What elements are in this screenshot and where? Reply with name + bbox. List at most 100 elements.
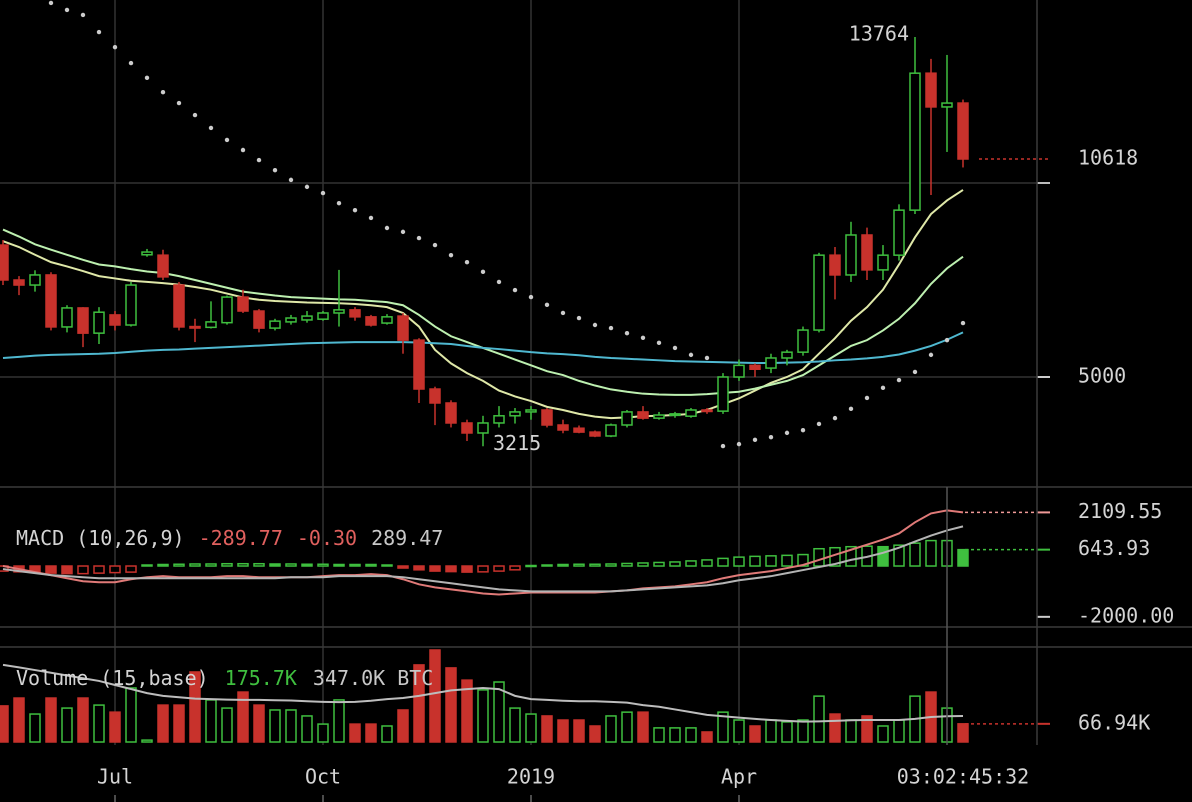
sar-dot	[208, 125, 214, 131]
candle-body	[925, 72, 937, 108]
candle-body	[781, 351, 793, 359]
histogram-bar	[45, 565, 57, 574]
sar-dot	[656, 340, 662, 346]
sar-dot	[624, 330, 630, 336]
histogram-bar	[605, 563, 617, 567]
sar-dot	[720, 443, 726, 449]
volume-bar	[493, 681, 505, 743]
histogram-bar	[509, 565, 521, 571]
histogram-bar	[717, 557, 729, 567]
candle-body	[589, 431, 601, 437]
candle-body	[605, 424, 617, 437]
histogram-bar	[477, 565, 489, 573]
histogram-bar	[381, 564, 393, 567]
sar-dot	[512, 287, 518, 293]
histogram-bar	[413, 565, 425, 571]
volume-bar	[237, 691, 249, 743]
histogram-bar	[669, 561, 681, 567]
volume-bar	[269, 709, 281, 743]
volume-bar	[77, 697, 89, 743]
volume-bar	[285, 709, 297, 743]
volume-readout: 347.0K BTC	[313, 666, 433, 690]
candle-body	[717, 376, 729, 412]
volume-bar	[573, 719, 585, 743]
volume-bar	[221, 707, 233, 743]
candle-body	[333, 309, 345, 314]
histogram-bar	[269, 563, 281, 567]
histogram-bar	[525, 564, 537, 568]
sar-dot	[480, 269, 486, 275]
histogram-bar	[141, 564, 153, 567]
sar-dot	[272, 167, 278, 173]
volume-bar	[205, 699, 217, 743]
histogram-bar	[285, 563, 297, 567]
candle-body	[269, 320, 281, 329]
histogram-bar	[493, 565, 505, 572]
sar-dot	[368, 215, 374, 221]
sar-dot	[496, 279, 502, 285]
sar-dot	[352, 207, 358, 213]
volume-bar	[957, 723, 969, 743]
sar-dot	[432, 242, 438, 248]
volume-bar	[349, 723, 361, 743]
volume-bar	[781, 721, 793, 743]
histogram-bar	[173, 563, 185, 567]
candle-body	[429, 388, 441, 404]
sar-dot	[816, 421, 822, 427]
candle-body	[877, 254, 889, 271]
histogram-bar	[397, 565, 409, 569]
high-annotation: 13764	[849, 21, 909, 45]
candle-body	[749, 364, 761, 370]
sar-dot	[336, 200, 342, 206]
candle-body	[61, 307, 73, 328]
sar-dot	[176, 100, 182, 106]
volume-bar	[445, 667, 457, 743]
histogram-bar	[733, 556, 745, 567]
candle-body	[221, 296, 233, 324]
x-tick-label: Apr	[721, 765, 757, 789]
sar-dot	[128, 60, 134, 66]
y-tick-label: 5000	[1078, 363, 1126, 387]
histogram-bar	[93, 565, 105, 574]
sar-dot	[960, 320, 966, 326]
sar-dot	[608, 325, 614, 331]
sar-dot	[240, 147, 246, 153]
histogram-bar	[813, 547, 825, 567]
candle-body	[45, 274, 57, 328]
sar-dot	[896, 377, 902, 383]
candle-body	[189, 325, 201, 329]
candle-body	[93, 311, 105, 334]
last-price-label: 10618	[1078, 146, 1138, 170]
macd-header: MACD (10,26,9) -289.77 -0.30 289.47	[16, 526, 443, 550]
histogram-bar	[781, 554, 793, 567]
volume-bar	[381, 725, 393, 743]
sar-dot	[464, 259, 470, 265]
volume-header: Volume (15,base) 175.7K 347.0K BTC	[16, 666, 433, 690]
sar-dot	[832, 415, 838, 421]
volume-bar	[93, 704, 105, 743]
y-tick-label: 66.94K	[1078, 710, 1150, 734]
volume-bar	[333, 699, 345, 743]
candle-body	[557, 424, 569, 431]
volume-bar	[621, 711, 633, 743]
sar-dot	[704, 355, 710, 361]
candle-body	[829, 254, 841, 276]
volume-bar	[461, 679, 473, 743]
volume-bar	[173, 704, 185, 743]
candle-body	[653, 414, 665, 419]
sar-dot	[592, 322, 598, 328]
plot-area	[0, 0, 1050, 802]
candle-body	[685, 409, 697, 417]
histogram-bar	[429, 565, 441, 572]
candle-body	[573, 427, 585, 433]
moving-average	[2, 331, 964, 365]
histogram-bar	[637, 562, 649, 567]
volume-bar	[0, 705, 9, 743]
sar-dot	[96, 29, 102, 35]
volume-bar	[365, 723, 377, 743]
volume-bar	[717, 711, 729, 743]
candle-body	[157, 254, 169, 278]
candle-body	[845, 234, 857, 276]
